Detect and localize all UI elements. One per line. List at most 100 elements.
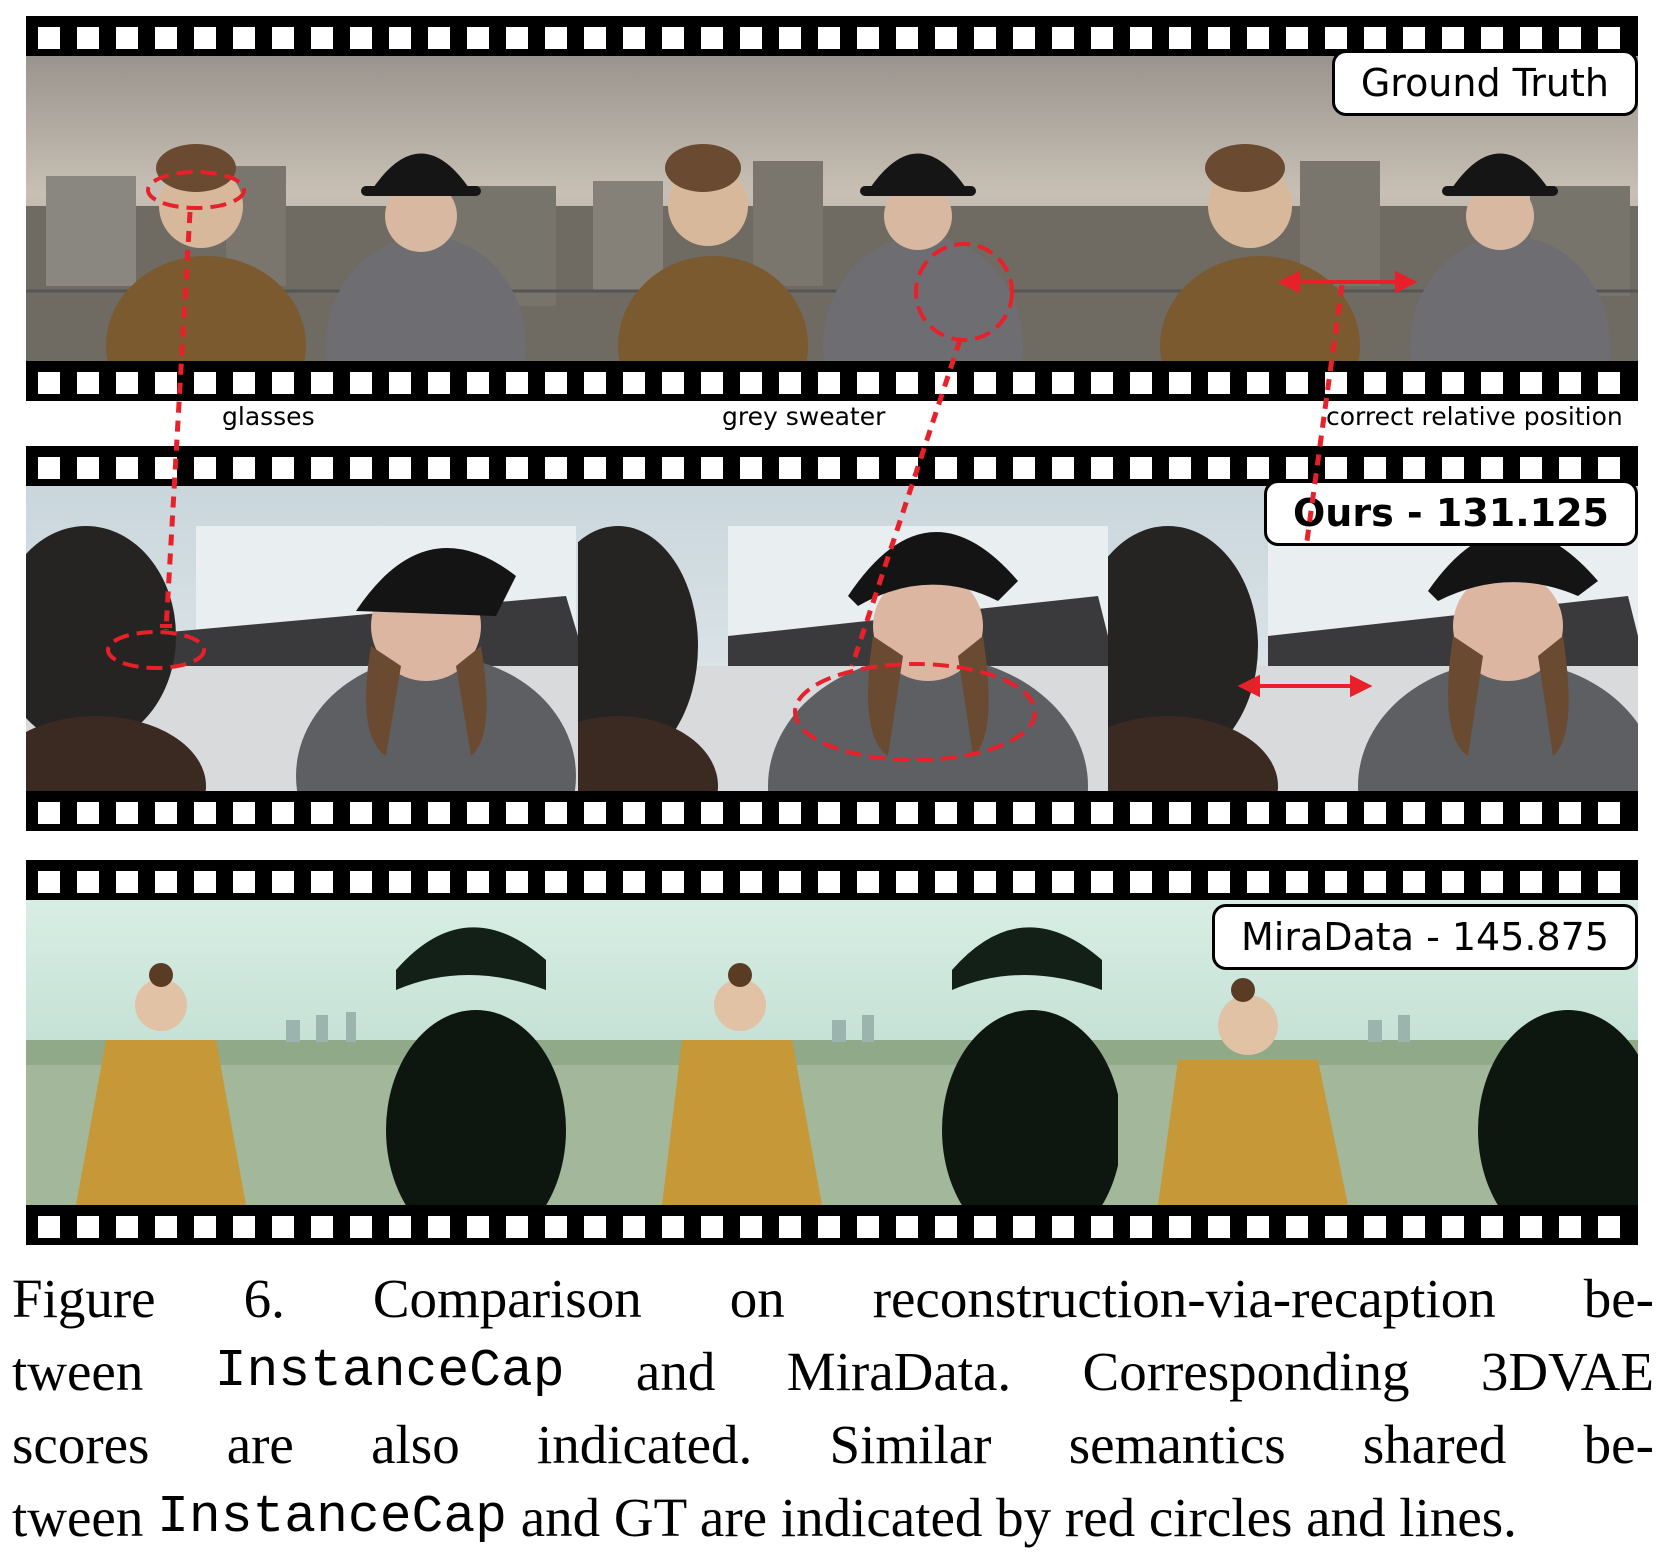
film-perforation-hole <box>779 1216 801 1238</box>
film-perforation-hole <box>662 27 684 49</box>
video-frame-gt-1 <box>26 56 563 361</box>
film-perforation-hole <box>77 372 99 394</box>
film-perforation-hole <box>545 802 567 824</box>
film-perforation-hole <box>1559 457 1581 479</box>
film-perforation-hole <box>428 871 450 893</box>
film-perforation-hole <box>1052 27 1074 49</box>
film-perforation-hole <box>935 1216 957 1238</box>
film-perforation-hole <box>1325 27 1347 49</box>
film-perforation-hole <box>77 1216 99 1238</box>
caption-word: be- <box>1583 1268 1654 1329</box>
frames-row <box>26 900 1638 1205</box>
film-perforation-hole <box>1052 802 1074 824</box>
film-perforation-hole <box>1130 457 1152 479</box>
film-perforation-hole <box>506 1216 528 1238</box>
film-strip-miradata: MiraData - 145.875 <box>26 860 1638 1245</box>
film-perforation-hole <box>1520 802 1542 824</box>
film-perforation-hole <box>584 457 606 479</box>
film-perforation-hole <box>974 27 996 49</box>
film-perforation-hole <box>1598 457 1620 479</box>
film-perforation-hole <box>935 27 957 49</box>
film-perforation-hole <box>857 1216 879 1238</box>
film-perforation-row <box>26 361 1638 401</box>
film-perforation-hole <box>1052 871 1074 893</box>
film-perforation-hole <box>1169 1216 1191 1238</box>
film-perforation-hole <box>389 27 411 49</box>
video-frame-miradata-1 <box>26 900 572 1205</box>
film-perforation-hole <box>1247 871 1269 893</box>
film-perforation-hole <box>935 372 957 394</box>
film-perforation-hole <box>1442 457 1464 479</box>
film-perforation-hole <box>1247 802 1269 824</box>
film-perforation-hole <box>896 1216 918 1238</box>
film-perforation-hole <box>1208 802 1230 824</box>
film-perforation-hole <box>1442 802 1464 824</box>
film-perforation-hole <box>701 457 723 479</box>
film-perforation-hole <box>155 871 177 893</box>
film-perforation-hole <box>116 802 138 824</box>
film-perforation-hole <box>1091 802 1113 824</box>
film-perforation-hole <box>662 372 684 394</box>
caption-text: and GT are indicated by red circles and … <box>520 1487 1517 1548</box>
film-perforation-hole <box>701 871 723 893</box>
film-perforation-hole <box>1598 871 1620 893</box>
film-perforation-hole <box>896 871 918 893</box>
film-perforation-hole <box>155 372 177 394</box>
video-frame-ours-1 <box>26 486 578 791</box>
film-strip-ours: Ours - 131.125 <box>26 446 1638 831</box>
film-perforation-hole <box>623 1216 645 1238</box>
caption-word: and <box>635 1341 716 1402</box>
film-perforation-hole <box>818 1216 840 1238</box>
film-perforation-hole <box>857 457 879 479</box>
film-perforation-hole <box>1598 372 1620 394</box>
film-perforation-hole <box>1013 1216 1035 1238</box>
film-perforation-hole <box>857 802 879 824</box>
film-perforation-hole <box>974 372 996 394</box>
film-perforation-hole <box>467 871 489 893</box>
caption-line-2: tween InstanceCap and MiraData. Correspo… <box>12 1335 1654 1408</box>
film-perforation-row <box>26 1205 1638 1245</box>
film-perforation-hole <box>389 457 411 479</box>
film-perforation-hole <box>662 871 684 893</box>
film-perforation-hole <box>1130 1216 1152 1238</box>
film-perforation-hole <box>194 457 216 479</box>
film-perforation-hole <box>1559 871 1581 893</box>
film-perforation-row <box>26 446 1638 486</box>
film-perforation-hole <box>1325 372 1347 394</box>
film-perforation-hole <box>1598 802 1620 824</box>
film-perforation-hole <box>1013 871 1035 893</box>
film-perforation-hole <box>623 457 645 479</box>
caption-word: Corresponding <box>1082 1341 1410 1402</box>
film-perforation-hole <box>857 871 879 893</box>
film-perforation-hole <box>1208 372 1230 394</box>
film-perforation-hole <box>662 1216 684 1238</box>
caption-word: 6. <box>243 1268 285 1329</box>
film-perforation-hole <box>428 1216 450 1238</box>
film-perforation-row <box>26 791 1638 831</box>
film-perforation-hole <box>155 27 177 49</box>
film-perforation-hole <box>1052 457 1074 479</box>
film-perforation-hole <box>1091 457 1113 479</box>
film-perforation-hole <box>38 802 60 824</box>
frames-row <box>26 56 1638 361</box>
film-perforation-hole <box>1325 802 1347 824</box>
caption-word: scores <box>12 1414 150 1475</box>
film-perforation-hole <box>233 457 255 479</box>
film-perforation-hole <box>1052 1216 1074 1238</box>
film-perforation-hole <box>194 802 216 824</box>
film-perforation-hole <box>1364 802 1386 824</box>
caption-code-instancecap: InstanceCap <box>214 1341 565 1401</box>
caption-line-1: Figure 6. Comparison on reconstruction-v… <box>12 1262 1654 1335</box>
film-perforation-hole <box>1286 372 1308 394</box>
film-perforation-hole <box>311 27 333 49</box>
film-perforation-hole <box>1130 802 1152 824</box>
film-perforation-hole <box>1364 1216 1386 1238</box>
film-perforation-hole <box>428 27 450 49</box>
film-perforation-hole <box>116 372 138 394</box>
film-perforation-hole <box>467 457 489 479</box>
figure-caption: Figure 6. Comparison on reconstruction-v… <box>12 1262 1654 1554</box>
film-perforation-hole <box>38 372 60 394</box>
film-perforation-hole <box>116 27 138 49</box>
film-perforation-hole <box>389 802 411 824</box>
film-perforation-hole <box>584 372 606 394</box>
